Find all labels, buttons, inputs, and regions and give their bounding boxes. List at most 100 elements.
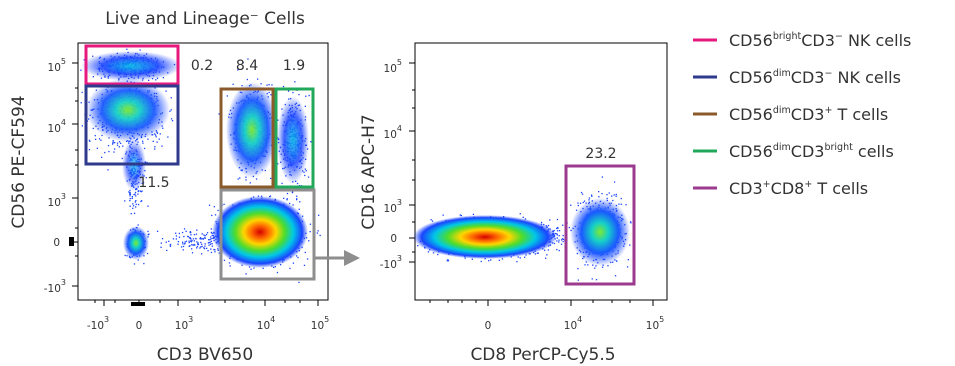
event-dot (129, 193, 131, 195)
event-dot (629, 221, 632, 223)
legend-label-cd8-t: CD3+CD8+ T cells (729, 179, 868, 198)
event-dot (558, 249, 560, 252)
event-dot (142, 182, 145, 184)
event-dot (193, 234, 196, 236)
event-dot (547, 249, 549, 251)
event-dot (588, 199, 590, 201)
event-dot (129, 195, 131, 197)
left-x-axis-label: CD3 BV650 (157, 345, 253, 365)
event-dot (292, 91, 294, 94)
left-xtick-0: -103 (87, 315, 109, 332)
legend-item-nk-bright: CD56brightCD3− NK cells (693, 31, 911, 50)
event-dot (122, 145, 124, 147)
event-dot (200, 241, 202, 244)
left-xtick-1: 0 (136, 320, 143, 332)
event-dot (210, 240, 212, 242)
event-dot (283, 197, 285, 199)
event-dot (134, 201, 136, 203)
event-dot (517, 256, 519, 258)
event-dot (214, 251, 216, 253)
event-dot (536, 252, 538, 254)
event-dot (317, 230, 319, 232)
event-dot (162, 127, 164, 129)
event-dot (245, 179, 247, 181)
event-dot (292, 204, 294, 206)
event-dot (80, 69, 82, 71)
gate-value-nk-dim: 11.5 (138, 175, 169, 191)
event-dot (188, 240, 190, 242)
event-dot (161, 238, 164, 240)
event-dot (556, 240, 558, 242)
event-dot (135, 200, 137, 202)
event-dot (155, 136, 157, 138)
event-dot (310, 141, 312, 143)
event-dot (629, 244, 631, 246)
event-dot (126, 255, 128, 257)
event-dot (204, 235, 206, 237)
event-dot (170, 118, 173, 120)
event-dot (129, 193, 132, 195)
event-dot (245, 273, 247, 275)
event-dot (196, 241, 198, 243)
left-plot-density (80, 48, 321, 284)
event-dot (553, 242, 556, 245)
event-dot (299, 201, 301, 203)
event-dot (558, 235, 560, 237)
left-xtick-4: 105 (311, 315, 329, 332)
right-xtick-1: 104 (564, 315, 582, 332)
event-dot (201, 245, 203, 248)
gate-cd8-t-cells (564, 164, 636, 286)
right-x-axis (429, 300, 654, 306)
event-dot (208, 239, 210, 241)
event-dot (95, 138, 97, 140)
event-dot (437, 253, 439, 256)
event-dot (556, 230, 559, 232)
right-y-ticklabels: 105 104 103 0 -103 (380, 58, 402, 271)
event-dot (133, 212, 136, 214)
event-dot (142, 142, 144, 144)
event-dot (553, 229, 555, 232)
event-dot (124, 200, 126, 202)
event-dot (98, 138, 101, 140)
event-dot (81, 125, 83, 127)
event-dot (583, 200, 586, 202)
event-dot (165, 90, 167, 92)
right-plot-density (413, 176, 635, 281)
event-dot (556, 237, 558, 239)
event-dot (269, 195, 272, 197)
event-dot (203, 234, 205, 236)
event-dot (121, 157, 123, 160)
event-dot (191, 244, 193, 246)
event-dot (561, 239, 563, 241)
event-dot (170, 97, 172, 99)
event-dot (249, 182, 251, 184)
event-dot (200, 238, 202, 240)
event-dot (560, 243, 563, 245)
event-dot (620, 197, 622, 200)
event-dot (558, 239, 560, 241)
event-dot (208, 204, 211, 206)
event-dot (247, 58, 249, 60)
event-dot (112, 141, 114, 143)
event-dot (211, 214, 213, 217)
event-dot (490, 259, 492, 261)
event-dot (175, 235, 178, 237)
event-dot (232, 83, 234, 85)
event-dot (178, 232, 180, 235)
event-dot (202, 237, 204, 240)
event-dot (255, 178, 258, 180)
event-dot (308, 240, 310, 242)
event-dot (471, 258, 473, 260)
event-dot (223, 203, 225, 205)
event-dot (203, 247, 205, 249)
event-dot (140, 200, 142, 203)
event-dot (289, 267, 291, 270)
event-dot (547, 224, 550, 227)
event-dot (296, 195, 298, 197)
event-dot (183, 228, 186, 230)
event-dot (211, 245, 213, 247)
event-dot (460, 214, 462, 217)
event-dot (167, 136, 169, 138)
event-dot (557, 226, 559, 229)
